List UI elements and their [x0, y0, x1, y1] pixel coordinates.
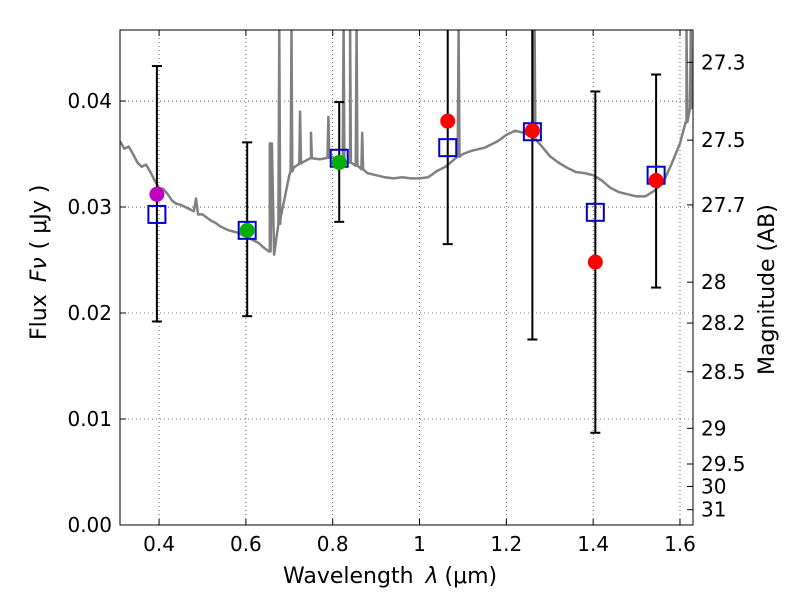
magnitude-tick-label: 31 [701, 498, 726, 522]
magnitude-tick-label: 28.5 [701, 360, 746, 384]
magnitude-tick-label: 27.5 [701, 128, 746, 152]
y-tick-label: 0.00 [67, 513, 112, 537]
y-tick-label: 0.04 [67, 89, 112, 113]
measurements-layer [147, 30, 666, 434]
model-flux-box [438, 138, 458, 158]
y-tick-label: 0.01 [67, 407, 112, 431]
x-tick-label: 0.6 [230, 532, 262, 556]
observed-flux-point [524, 123, 540, 139]
y-tick-label: 0.03 [67, 195, 112, 219]
model-flux-box [147, 204, 167, 224]
model-flux-box [585, 202, 605, 222]
observed-flux-point [587, 254, 603, 270]
magnitude-tick-label: 29 [701, 416, 726, 440]
x-tick-label: 0.4 [143, 532, 175, 556]
observed-flux-point [239, 222, 255, 238]
x-tick-label: 1.2 [490, 532, 522, 556]
y-axis-label: FluxFν( μJy ) [27, 185, 52, 340]
magnitude-tick-label: 27.3 [701, 50, 746, 74]
x-axis-ticks: 0.4 0.6 0.8 1 1.2 1.4 1.6 [143, 30, 696, 556]
observed-flux-point [331, 154, 347, 170]
x-tick-label: 1.4 [577, 532, 609, 556]
magnitude-tick-label: 27.7 [701, 193, 746, 217]
observed-flux-point [149, 186, 165, 202]
grid [120, 30, 693, 525]
magnitude-tick-label: 29.5 [701, 452, 746, 476]
x-tick-label: 1.6 [664, 532, 696, 556]
y-tick-label: 0.02 [67, 301, 112, 325]
observed-flux-point [440, 113, 456, 129]
plot-frame [119, 29, 694, 526]
x-tick-label: 0.8 [317, 532, 349, 556]
magnitude-axis-label: Magnitude (AB) [755, 204, 780, 375]
y-axis-ticks: 0.00 0.01 0.02 0.03 0.04 [67, 89, 126, 537]
x-tick-label: 1 [413, 532, 426, 556]
observed-flux-point [648, 173, 664, 189]
model-flux-box [237, 220, 257, 240]
magnitude-tick-label: 28.2 [701, 311, 746, 335]
magnitude-tick-label: 28 [701, 270, 726, 294]
magnitude-tick-label: 30 [701, 475, 726, 499]
x-axis-label: Wavelength λ (μm) [283, 564, 497, 589]
